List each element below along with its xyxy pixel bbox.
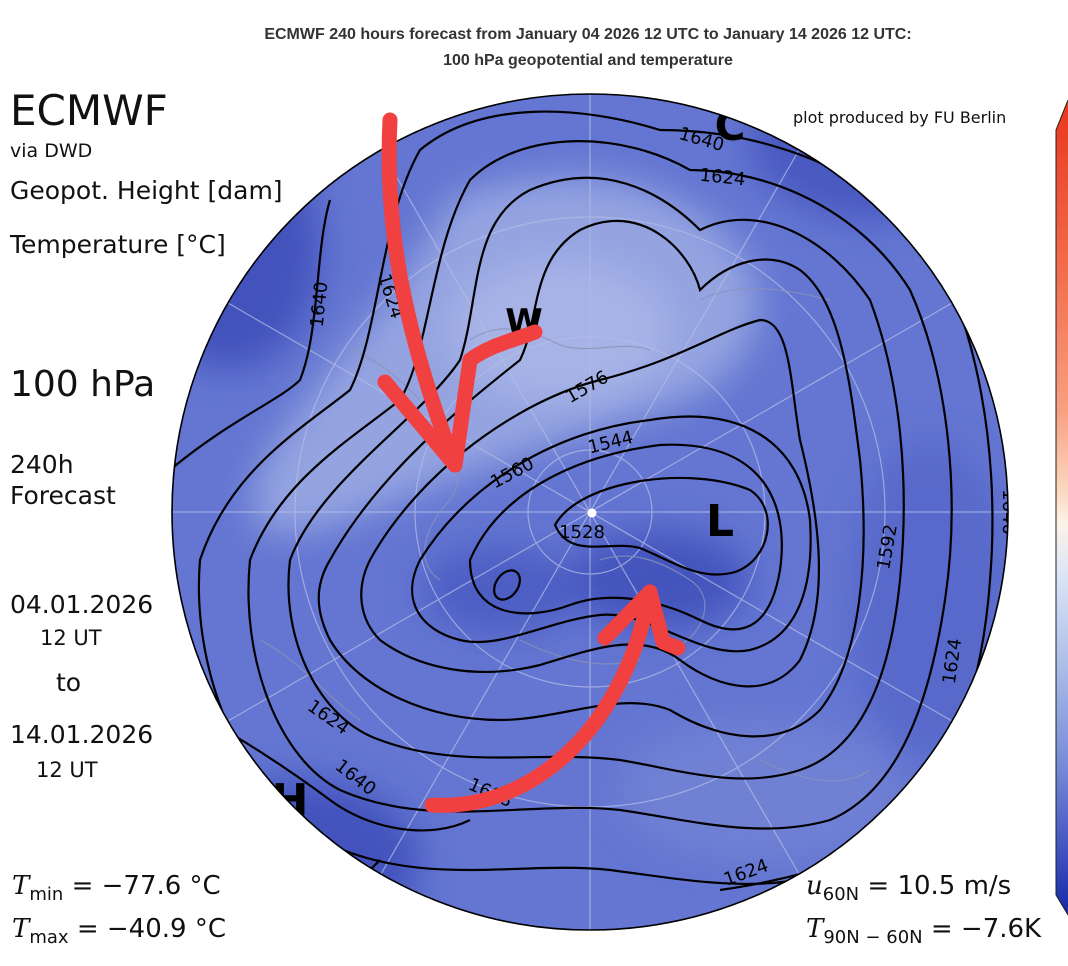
to-word: to xyxy=(56,668,82,697)
arrow-from-south xyxy=(424,584,658,813)
field-geopotential: Geopot. Height [dam] xyxy=(10,176,283,205)
center-label-l: L xyxy=(706,496,734,547)
stat-u60n: u60N = 10.5 m/s xyxy=(806,871,1012,906)
title-line-1: ECMWF 240 hours forecast from January 04… xyxy=(264,26,912,43)
stat-t90n-60n: T90N − 60N = −7.6K xyxy=(806,914,1042,949)
field-temperature: Temperature [°C] xyxy=(10,230,226,259)
center-label-h: H xyxy=(272,775,309,826)
forecast-hours: 240h xyxy=(10,450,74,479)
arrow-from-north-head xyxy=(377,324,543,473)
temperature-colorbar xyxy=(1056,100,1068,915)
contour-label: 1640 xyxy=(998,489,1019,535)
arrow-from-north xyxy=(381,112,463,473)
svg-text:1640: 1640 xyxy=(998,489,1019,535)
arrow-from-south-head xyxy=(597,584,686,656)
svg-text:1640: 1640 xyxy=(307,281,333,329)
north-pole-marker xyxy=(587,508,597,518)
title-line-2: 100 hPa geopotential and temperature xyxy=(443,52,733,69)
red-arrows xyxy=(377,112,686,813)
colorbar-outline xyxy=(1055,99,1068,916)
end-time: 12 UT xyxy=(36,758,98,782)
pressure-level: 100 hPa xyxy=(10,364,156,405)
contour-label: 1528 xyxy=(559,522,605,543)
forecast-word: Forecast xyxy=(10,481,116,510)
start-date: 04.01.2026 xyxy=(10,590,154,619)
center-label-c: C xyxy=(715,101,746,150)
stat-tmax: Tmax = −40.9 °C xyxy=(12,914,226,949)
contour-label: 1624 xyxy=(699,165,747,191)
stat-tmin: Tmin = −77.6 °C xyxy=(12,871,221,906)
svg-text:1528: 1528 xyxy=(559,522,605,543)
map-outline xyxy=(171,93,1009,931)
data-source: via DWD xyxy=(10,140,93,162)
end-date: 14.01.2026 xyxy=(10,720,154,749)
contour-label: 1640 xyxy=(307,281,333,329)
svg-text:1624: 1624 xyxy=(699,165,747,191)
brand-name: ECMWF xyxy=(10,86,168,135)
chart-title: ECMWF 240 hours forecast from January 04… xyxy=(0,22,1068,74)
coastlines xyxy=(259,287,871,782)
plot-credit: plot produced by FU Berlin xyxy=(793,108,1007,127)
start-time: 12 UT xyxy=(40,626,102,650)
